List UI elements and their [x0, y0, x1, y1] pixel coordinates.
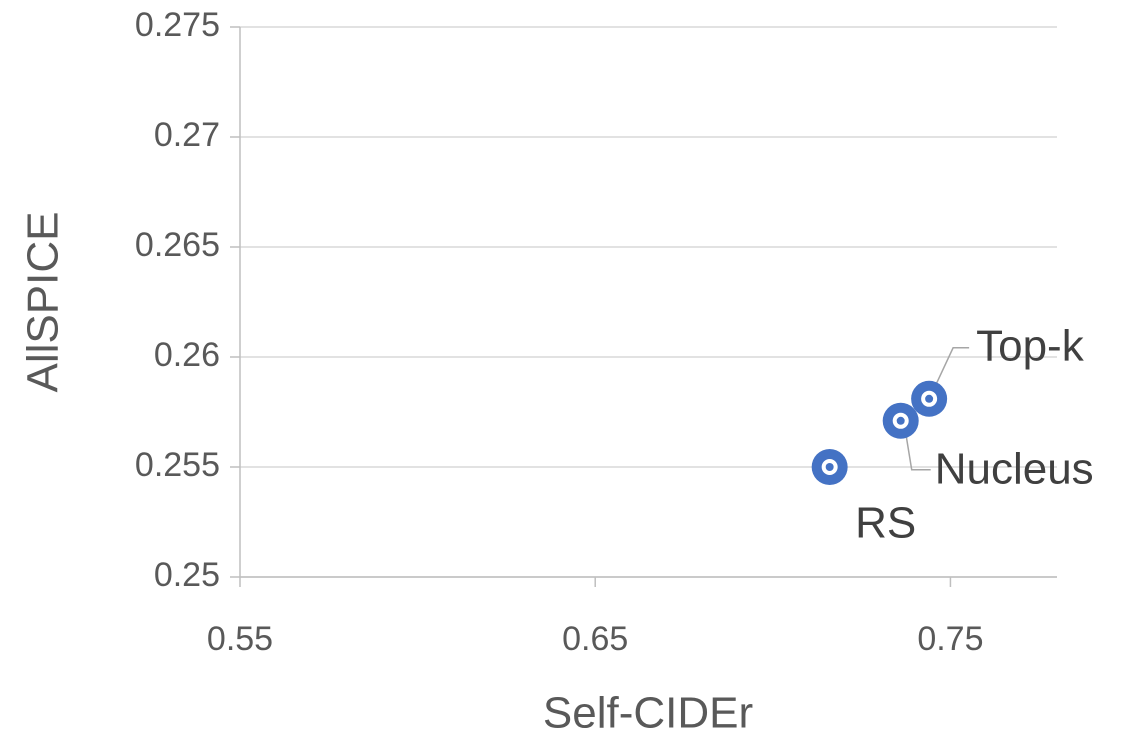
y-tick-label: 0.265	[135, 226, 220, 264]
x-tick-label: 0.75	[917, 620, 983, 658]
point-center	[925, 394, 934, 403]
point	[882, 402, 919, 439]
point-center	[825, 463, 834, 471]
leader-line	[931, 347, 970, 394]
y-tick-label: 0.26	[154, 336, 220, 374]
point	[911, 380, 948, 417]
y-axis-label: AllSPICE	[19, 212, 68, 393]
y-tick-label: 0.25	[154, 556, 220, 594]
y-tick-label: 0.255	[135, 446, 220, 484]
x-tick-label: 0.55	[207, 620, 273, 658]
point-label: Nucleus	[935, 444, 1094, 493]
point-label: Top-k	[976, 321, 1085, 370]
point	[811, 449, 848, 485]
x-axis-label: Self-CIDEr	[543, 689, 753, 738]
point-label: RS	[855, 499, 916, 548]
x-tick-label: 0.65	[562, 620, 628, 658]
y-tick-label: 0.27	[154, 116, 220, 154]
point-center	[896, 416, 905, 425]
leader-line	[903, 426, 931, 471]
y-tick-label: 0.275	[135, 6, 220, 44]
